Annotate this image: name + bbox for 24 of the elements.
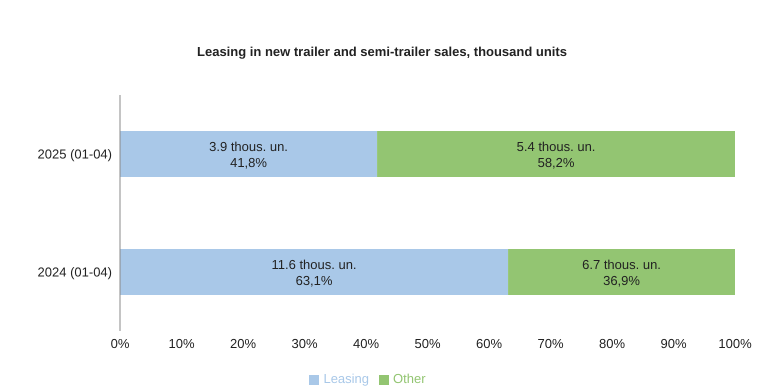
x-tick-label: 20% (230, 336, 256, 352)
data-label: 3.9 thous. un. 41,8% (209, 138, 288, 170)
x-tick-label: 0% (110, 336, 130, 352)
data-label: 6.7 thous. un. 36,9% (582, 256, 661, 288)
y-tick-label: 2024 (01-04) (38, 264, 112, 280)
bar (120, 249, 508, 295)
x-tick-label: 50% (414, 336, 441, 352)
x-tick-label: 60% (476, 336, 502, 352)
x-tick-label: 90% (660, 336, 687, 352)
data-label: 5.4 thous. un. 58,2% (516, 138, 596, 170)
y-tick-label: 2025 (01-04) (38, 146, 112, 162)
x-tick-label: 30% (291, 336, 318, 352)
legend-label: Leasing (323, 371, 370, 386)
bar (377, 131, 735, 177)
bar (508, 249, 735, 295)
chart-title: Leasing in new trailer and semi-trailer sales, thousand units (196, 44, 568, 59)
x-tick-label: 80% (598, 336, 626, 352)
x-tick-label: 100% (718, 336, 752, 352)
x-tick-label: 40% (352, 336, 380, 352)
legend-label: Other (393, 371, 426, 386)
bar (120, 131, 378, 177)
x-tick-label: 70% (537, 336, 564, 352)
data-label: 11.6 thous. un. 63,1% (272, 256, 357, 288)
x-tick-label: 10% (168, 336, 195, 352)
